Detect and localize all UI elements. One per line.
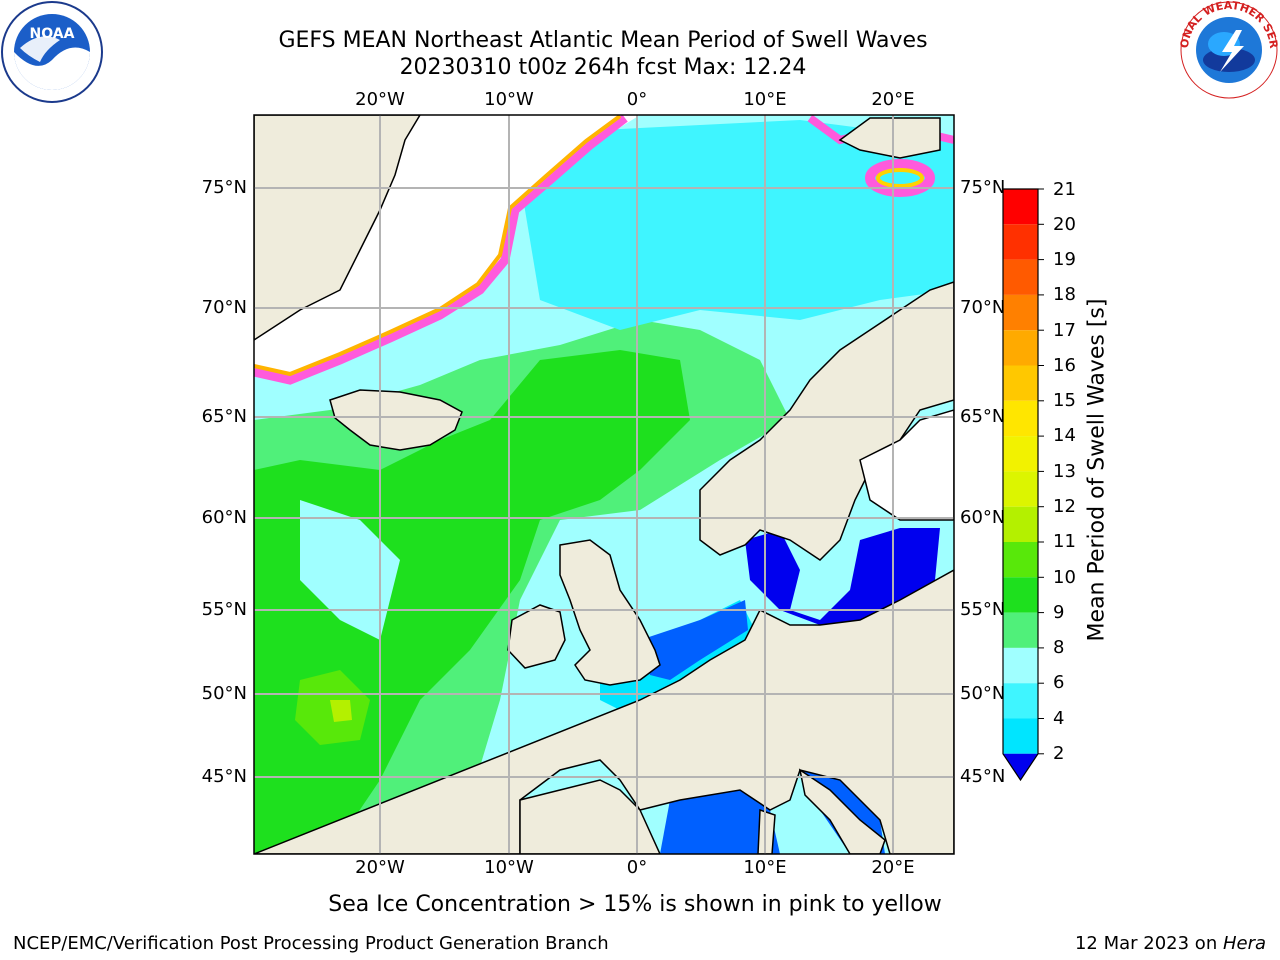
noaa-logo: NOAA: [1, 1, 103, 103]
colorbar-tick: 2: [1053, 743, 1065, 764]
sea-ice-caption: Sea Ice Concentration > 15% is shown in …: [328, 892, 942, 917]
swell-field-under-baltic: [745, 528, 940, 625]
map-panel: [254, 115, 954, 854]
lat-label-left: 45°N: [201, 766, 247, 787]
lat-label-left: 55°N: [201, 599, 247, 620]
footer-date-text: 12 Mar 2023 on: [1074, 933, 1223, 954]
colorbar-tick: 17: [1053, 320, 1076, 341]
sea-ice-edge: [254, 115, 628, 385]
map-gridlines: [254, 115, 954, 854]
lon-label-top: 0°: [626, 89, 648, 110]
lat-label-right: 60°N: [960, 507, 1006, 528]
lon-label-bottom: 10°W: [484, 857, 534, 878]
lon-label-top: 20°W: [355, 89, 405, 110]
map-title: GEFS MEAN Northeast Atlantic Mean Period…: [278, 28, 928, 53]
colorbar-tick: 19: [1053, 249, 1076, 270]
colorbar-tick: 20: [1053, 214, 1076, 235]
swell-field-6s: [520, 120, 954, 330]
lat-label-right: 75°N: [960, 177, 1006, 198]
swell-field-2s-northsea: [640, 600, 748, 680]
lat-label-left: 75°N: [201, 177, 247, 198]
map-frame: [253, 114, 955, 855]
lat-label-right: 65°N: [960, 406, 1006, 427]
lon-label-bottom: 20°E: [871, 857, 915, 878]
footer-credit: NCEP/EMC/Verification Post Processing Pr…: [13, 933, 609, 954]
lat-label-left: 70°N: [201, 297, 247, 318]
swell-field-2s-med: [660, 790, 780, 854]
colorbar-tick: 12: [1053, 496, 1076, 517]
noaa-wordmark: NOAA: [30, 26, 75, 42]
lon-label-bottom: 10°E: [743, 857, 787, 878]
lon-label-top: 20°E: [871, 89, 915, 110]
sea-ice-edge-inner: [254, 115, 622, 377]
swell-field-8s-patch: [300, 500, 400, 640]
colorbar-tick: 4: [1053, 708, 1065, 729]
colorbar-tick: 15: [1053, 390, 1076, 411]
colorbar-tick: 18: [1053, 284, 1076, 305]
colorbar-tick: 16: [1053, 355, 1076, 376]
lat-label-right: 45°N: [960, 766, 1006, 787]
footer-date: 12 Mar 2023 on Hera: [1075, 933, 1266, 954]
lon-label-bottom: 20°W: [355, 857, 405, 878]
colorbar-tick: 13: [1053, 461, 1076, 482]
colorbar-tick: 9: [1053, 602, 1065, 623]
colorbar-label: Mean Period of Swell Waves [s]: [1084, 298, 1110, 642]
lat-label-left: 60°N: [201, 507, 247, 528]
svalbard-ice-ring-inner: [876, 168, 924, 188]
lat-label-left: 65°N: [201, 406, 247, 427]
land: [254, 115, 954, 854]
lon-label-bottom: 0°: [626, 857, 648, 878]
colorbar-tick: 21: [1053, 179, 1076, 200]
colorbar-tick: 11: [1053, 531, 1076, 552]
colorbar-tick: 8: [1053, 637, 1065, 658]
lat-label-right: 50°N: [960, 683, 1006, 704]
swell-field-12s: [330, 700, 352, 722]
lat-label-right: 55°N: [960, 599, 1006, 620]
nws-logo: NATIONAL WEATHER SERVICE: [1178, 0, 1280, 99]
svalbard-ice-ring: [865, 159, 935, 197]
lon-label-top: 10°E: [743, 89, 787, 110]
lon-label-top: 10°W: [484, 89, 534, 110]
colorbar-tick: 14: [1053, 425, 1076, 446]
lat-label-right: 70°N: [960, 297, 1006, 318]
footer-machine: Hera: [1222, 933, 1266, 954]
map-subtitle: 20230310 t00z 264h fcst Max: 12.24: [399, 55, 807, 80]
colorbar: [1002, 188, 1044, 782]
lat-label-left: 50°N: [201, 683, 247, 704]
colorbar-tick: 6: [1053, 672, 1065, 693]
colorbar-tick: 10: [1053, 567, 1076, 588]
